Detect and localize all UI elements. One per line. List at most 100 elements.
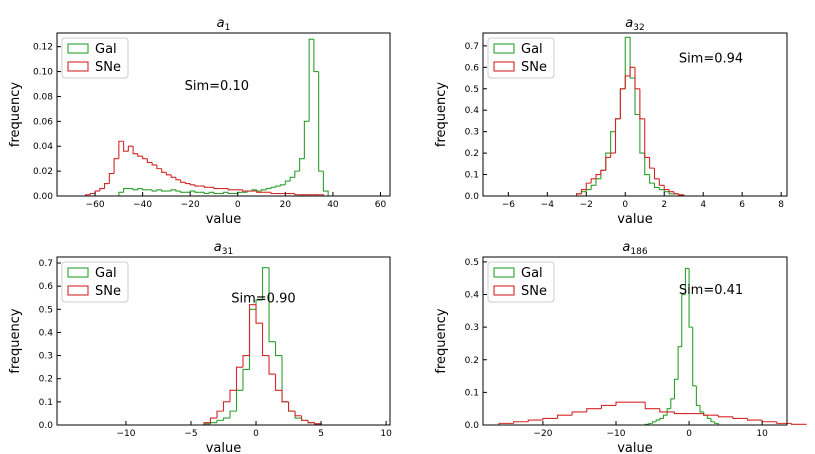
histogram-bin <box>208 191 214 194</box>
legend-label: SNe <box>521 284 547 299</box>
histogram-bin <box>692 327 697 387</box>
histogram-bin <box>761 420 777 423</box>
legend-label: Gal <box>521 42 543 57</box>
subplot-title: a186 <box>622 240 647 257</box>
histogram-bin <box>242 355 250 368</box>
histogram-bin <box>673 411 690 415</box>
histogram-bin <box>644 118 650 158</box>
histogram-bin <box>663 185 670 191</box>
histogram-bin <box>156 164 162 170</box>
y-tick-label: 0.5 <box>465 85 479 95</box>
legend-label: SNe <box>95 60 121 75</box>
histogram-bin <box>639 114 645 154</box>
histogram-bin <box>732 416 748 420</box>
histogram-bin <box>634 67 640 90</box>
title-symbol: a <box>214 240 222 255</box>
title-subscript: 186 <box>630 247 647 257</box>
y-tick-label: 0.1 <box>39 398 53 408</box>
x-tick-label: −4 <box>541 200 555 210</box>
y-tick-label: 0.4 <box>39 328 54 338</box>
histogram-bin <box>194 191 200 193</box>
histogram-bin <box>595 178 601 186</box>
x-tick-label: 10 <box>380 429 392 439</box>
histogram-bin <box>261 189 267 192</box>
histogram-bin <box>256 191 262 193</box>
axes-frame <box>56 32 391 197</box>
legend-box <box>487 261 555 303</box>
x-tick-label: 10 <box>756 429 768 439</box>
histogram-bin <box>180 191 186 193</box>
y-tick-label: 0.3 <box>465 128 479 138</box>
histogram-bin <box>684 267 690 295</box>
y-tick-label: 0.0 <box>465 421 480 431</box>
histogram-bin <box>175 177 181 181</box>
histogram-bin <box>137 153 143 157</box>
histogram-bin <box>184 182 191 185</box>
histogram-bin <box>644 402 660 410</box>
histogram-bin <box>307 420 315 424</box>
subplot-title: a31 <box>214 240 233 257</box>
y-tick-label: 0.04 <box>33 142 53 152</box>
legend-box <box>61 261 129 303</box>
histogram-bin <box>308 38 314 122</box>
histogram-bin <box>644 153 650 176</box>
histogram-bin <box>649 157 655 169</box>
x-axis-label: value <box>206 441 242 454</box>
histogram-bin <box>294 193 300 196</box>
y-tick-label: 0.08 <box>33 92 53 102</box>
histogram-bin <box>681 293 686 347</box>
histogram-bin <box>300 415 309 421</box>
histogram-bin <box>248 304 257 356</box>
legend-swatch <box>67 267 89 278</box>
histogram-bin <box>653 183 660 188</box>
histogram-bin <box>268 267 276 343</box>
histogram-bin <box>161 189 167 192</box>
histogram-bin <box>227 188 234 191</box>
histogram-bin <box>527 419 543 422</box>
histogram-bin <box>274 341 283 357</box>
histogram-bin <box>585 189 592 192</box>
title-symbol: a <box>217 16 225 31</box>
histogram-bin <box>270 192 276 195</box>
title-symbol: a <box>625 16 633 31</box>
histogram-bin <box>213 192 219 195</box>
y-axis-label: frequency <box>434 82 449 148</box>
histogram-bin <box>108 173 115 184</box>
histogram-bin <box>703 413 719 416</box>
histogram-bin <box>203 192 210 195</box>
histogram-bin <box>113 158 119 174</box>
histogram-bin <box>605 152 611 171</box>
histogram-bin <box>280 184 286 187</box>
legend-swatch <box>493 61 515 72</box>
histogram-bin <box>94 190 100 194</box>
histogram-bin <box>648 422 653 425</box>
y-tick-label: 0.2 <box>465 149 479 159</box>
y-tick-label: 0.6 <box>39 282 54 292</box>
y-tick-label: 0.10 <box>33 68 53 78</box>
x-tick-label: −2 <box>580 200 593 210</box>
x-tick-label: −20 <box>181 200 200 210</box>
axes-frame <box>482 32 788 197</box>
y-tick-label: 0.0 <box>39 421 54 431</box>
x-axis-label: value <box>206 212 242 227</box>
y-tick-label: 0.5 <box>465 258 479 268</box>
histogram-bin <box>270 186 276 189</box>
histogram-bin <box>235 389 244 412</box>
y-tick-label: 0.7 <box>465 42 479 52</box>
y-tick-label: 0.6 <box>465 63 480 73</box>
histogram-bin <box>203 422 211 425</box>
histogram-bin <box>673 191 679 195</box>
histogram-bin <box>542 417 558 421</box>
subplot-title: a1 <box>217 16 231 33</box>
histogram-bin <box>299 158 305 172</box>
x-axis-label: value <box>617 441 653 454</box>
y-tick-label: 0.7 <box>39 259 53 269</box>
histogram-bin <box>610 131 616 154</box>
subplot: −60 −40 −20 0 20 40 60 0.00 0.02 0.04 0.06 0.08 0.10… <box>8 16 391 227</box>
histogram-bin <box>180 179 186 183</box>
histogram-bin <box>216 410 224 419</box>
y-tick-label: 0.1 <box>465 171 479 181</box>
histogram-bin <box>132 146 138 155</box>
histogram-bin <box>222 417 231 421</box>
y-tick-label: 0.02 <box>33 167 53 177</box>
